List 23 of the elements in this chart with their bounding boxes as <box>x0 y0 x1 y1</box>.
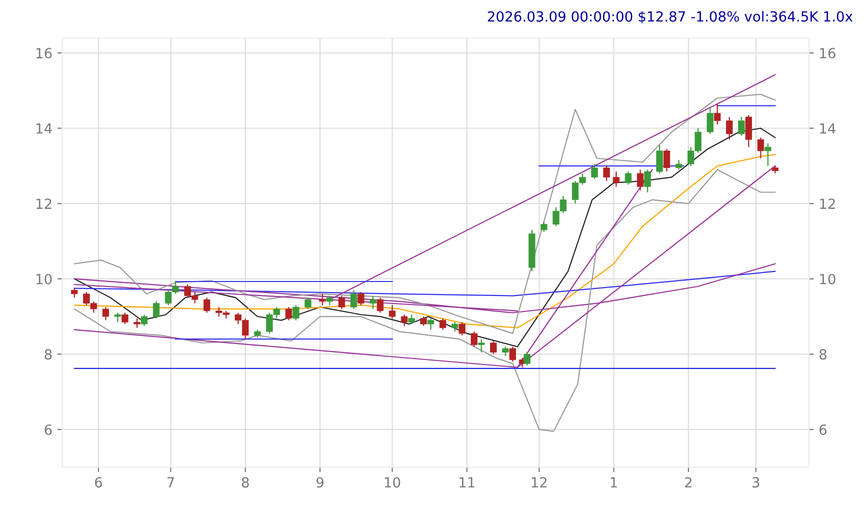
x-tick-label: 9 <box>316 477 324 488</box>
x-tick-label: 10 <box>384 477 400 488</box>
x-tick-label: 2 <box>685 477 692 488</box>
chart-title: 2026.03.09 00:00:00 $12.87 -1.08% vol:364.5K 1.0x <box>488 10 853 24</box>
y-tick-label: 16 <box>36 48 52 58</box>
y2-tick-label: 14 <box>820 123 836 134</box>
x-tick-label: 7 <box>167 477 174 488</box>
x-tick-label: 3 <box>752 477 760 488</box>
x-tick-label: 8 <box>242 477 249 488</box>
x-tick-label: 6 <box>95 477 102 488</box>
y2-tick-label: 6 <box>820 424 827 435</box>
y-tick-label: 6 <box>44 424 52 435</box>
y2-tick-label: 12 <box>820 198 835 209</box>
y2-tick-label: 8 <box>820 349 826 360</box>
y2-tick-label: 10 <box>820 274 836 284</box>
y-tick-label: 14 <box>36 123 52 134</box>
y-tick-label: 12 <box>36 198 52 209</box>
x-tick-label: 1 <box>610 477 617 488</box>
x-tick-label: 11 <box>460 477 474 488</box>
y2-tick-label: 16 <box>820 48 836 58</box>
x-tick-label: 12 <box>532 477 547 488</box>
y-tick-label: 8 <box>44 349 52 360</box>
y-tick-label: 10 <box>36 274 52 284</box>
